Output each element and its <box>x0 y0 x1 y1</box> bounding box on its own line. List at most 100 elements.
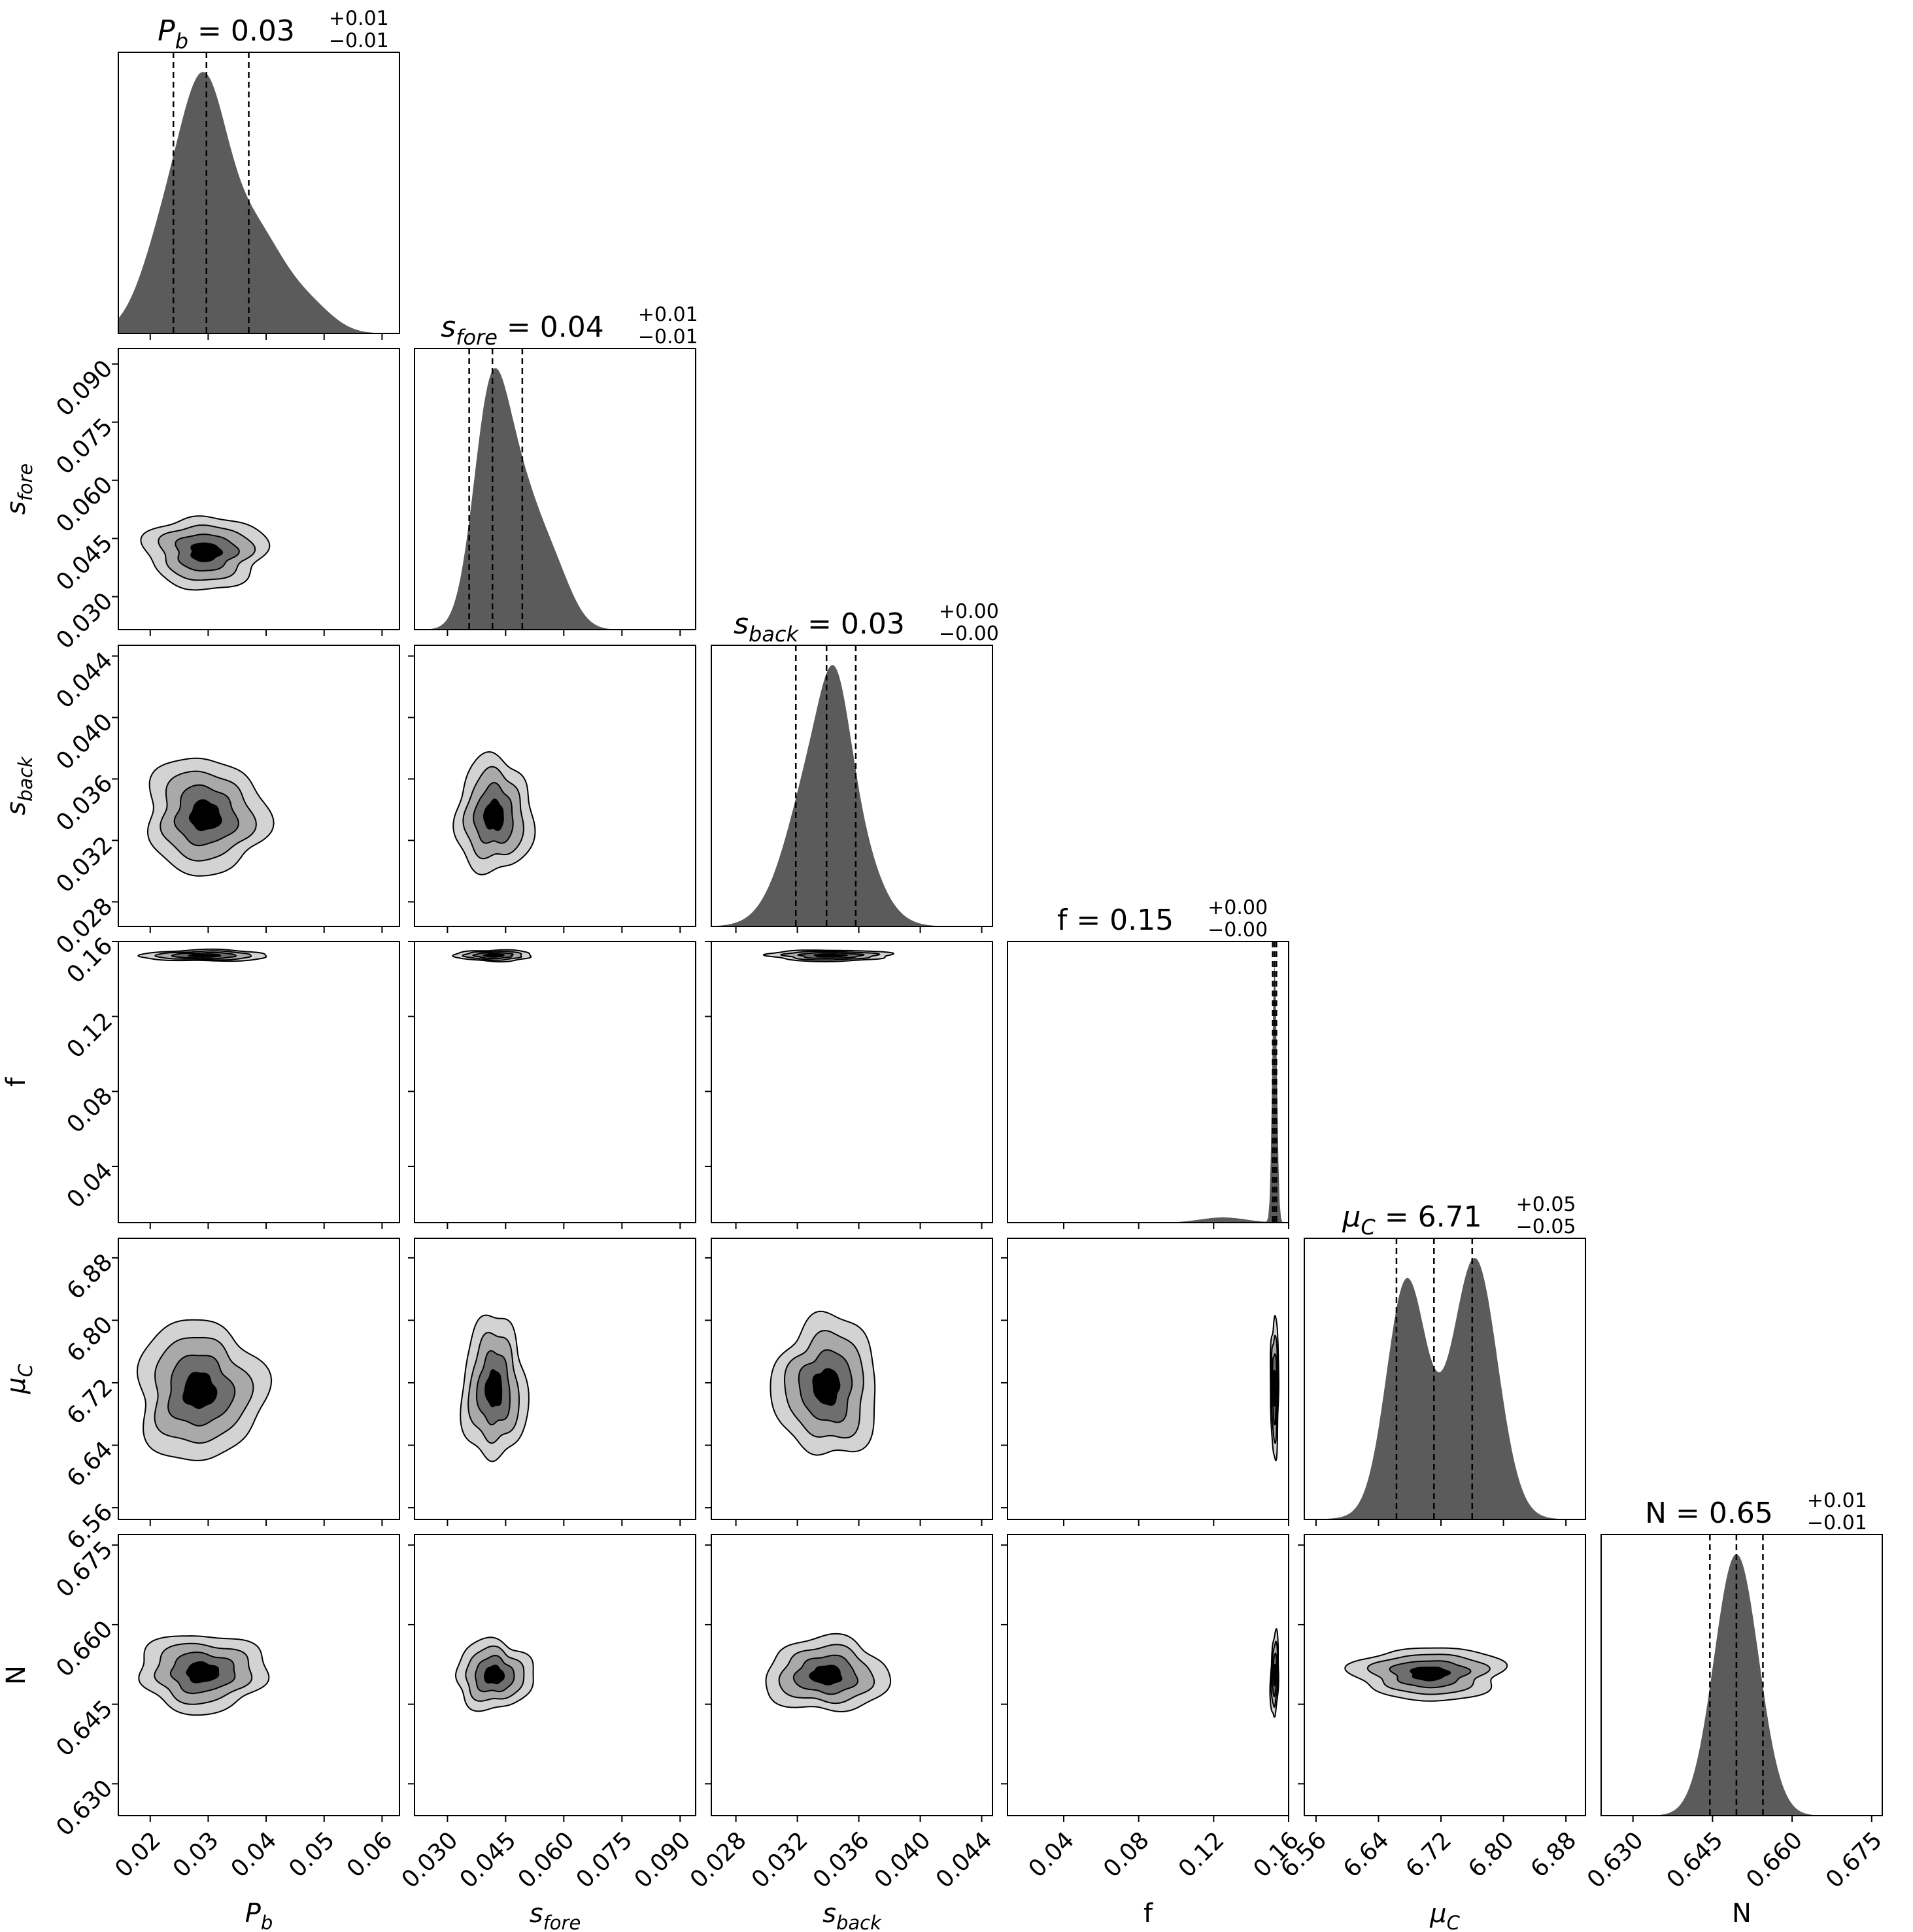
y-tick-label-N-1: 0.645 <box>51 1695 118 1762</box>
panel-title-sfore: sfore = 0.04 +0.01−0.01 <box>441 303 698 350</box>
y-tick-label-sback-1: 0.032 <box>51 832 118 898</box>
x-tick-label-Pb-2: 0.04 <box>226 1827 282 1883</box>
contour-muC-N <box>1344 1647 1508 1702</box>
x-tick-label-sback-1: 0.032 <box>747 1827 813 1893</box>
x-axis-label-sback: sback <box>822 1899 882 1932</box>
panel-frame-sback-sback <box>711 645 993 933</box>
panel-frame-N-muC: 6.56 6.64 6.72 6.80 6.88 <box>1276 1534 1586 1883</box>
marginal-sback <box>711 645 992 926</box>
title-minus-f: −0.00 <box>1208 919 1268 941</box>
y-tick-label-f-0: 0.04 <box>62 1157 118 1213</box>
x-tick-label-sback-3: 0.040 <box>870 1827 936 1893</box>
panel-title-N: N = 0.65 +0.01−0.01 <box>1645 1489 1867 1534</box>
svg-text:sback = 0.03: sback = 0.03 <box>734 607 905 647</box>
y-axis-label-f: f <box>1 1077 31 1087</box>
x-tick-label-sback-0: 0.028 <box>685 1827 752 1893</box>
x-tick-label-muC-3: 6.80 <box>1463 1827 1519 1883</box>
y-tick-label-sfore-0: 0.030 <box>51 588 118 654</box>
svg-text:μC = 6.71: μC = 6.71 <box>1342 1200 1481 1240</box>
y-tick-label-muC-1: 6.64 <box>62 1436 118 1493</box>
svg-text:sfore = 0.04: sfore = 0.04 <box>441 311 603 350</box>
panel-frame-muC-f <box>1001 1238 1289 1526</box>
contour-level-3 <box>812 1368 841 1406</box>
marginal-Pb <box>118 52 399 333</box>
contour-level-3 <box>484 1369 503 1408</box>
title-plus-f: +0.00 <box>1208 896 1268 919</box>
x-tick-label-N-1: 0.645 <box>1662 1827 1729 1893</box>
x-axis-label-f: f <box>1143 1899 1153 1929</box>
contour-sfore-sback <box>452 751 536 875</box>
x-tick-label-f-1: 0.08 <box>1098 1827 1155 1883</box>
contour-sfore-f <box>452 949 532 963</box>
contour-Pb-sfore <box>140 515 271 591</box>
title-minus-sfore: −0.01 <box>638 326 698 348</box>
svg-text:f = 0.15: f = 0.15 <box>1057 904 1174 937</box>
contour-sfore-muC <box>460 1314 530 1463</box>
x-tick-label-sfore-0: 0.030 <box>397 1827 464 1893</box>
contour-level-3 <box>186 1661 220 1684</box>
y-axis-label-N: N <box>1 1665 31 1685</box>
contour-Pb-muC <box>136 1319 273 1461</box>
x-tick-label-sfore-4: 0.090 <box>630 1827 696 1893</box>
y-tick-label-sback-2: 0.036 <box>51 770 118 837</box>
y-tick-label-f-2: 0.12 <box>62 1008 118 1064</box>
y-tick-label-f-1: 0.08 <box>62 1083 118 1139</box>
x-axis-label-sfore: sfore <box>530 1899 581 1932</box>
y-tick-label-sfore-2: 0.060 <box>51 471 118 538</box>
contour-Pb-sback <box>146 757 275 877</box>
y-axis-label-sfore: sfore <box>1 464 37 515</box>
x-tick-label-muC-1: 6.64 <box>1338 1827 1395 1883</box>
panel-title-muC: μC = 6.71 +0.05−0.05 <box>1342 1193 1576 1240</box>
x-axis-label-muC: μC <box>1429 1899 1460 1932</box>
marginal-N <box>1601 1534 1882 1816</box>
svg-text:N = 0.65: N = 0.65 <box>1645 1497 1773 1530</box>
title-minus-sback: −0.00 <box>939 622 999 645</box>
panel-frame-muC-sfore <box>408 1238 696 1526</box>
x-tick-label-sfore-1: 0.045 <box>455 1827 522 1893</box>
x-axis-label-Pb: Pb <box>245 1899 273 1932</box>
y-tick-label-sback-4: 0.044 <box>51 647 118 714</box>
panel-frame-Pb-Pb <box>118 52 400 340</box>
title-plus-sback: +0.00 <box>939 600 999 623</box>
contour-level-3 <box>809 1665 843 1686</box>
x-tick-label-Pb-4: 0.06 <box>342 1827 398 1883</box>
contour-level-3 <box>482 953 505 958</box>
contour-sback-f <box>762 949 895 962</box>
panel-frame-sback-sfore <box>408 645 696 933</box>
marginal-density-Pb <box>118 72 399 333</box>
marginal-sfore <box>415 348 696 630</box>
contour-level-3 <box>188 953 222 958</box>
contour-level-3 <box>1272 1663 1277 1687</box>
title-plus-sfore: +0.01 <box>638 303 698 326</box>
y-tick-label-muC-3: 6.80 <box>62 1312 118 1368</box>
x-tick-label-f-2: 0.12 <box>1174 1827 1230 1883</box>
panel-frame-f-sfore <box>408 941 696 1229</box>
y-tick-label-sfore-1: 0.045 <box>51 530 118 596</box>
marginal-density-N <box>1601 1554 1882 1816</box>
title-minus-muC: −0.05 <box>1516 1215 1576 1238</box>
y-axis-label-muC: μC <box>1 1363 37 1394</box>
x-tick-label-N-3: 0.675 <box>1821 1827 1888 1893</box>
marginal-density-f <box>1007 961 1289 1223</box>
contour-level-3 <box>190 542 224 562</box>
contour-level-3 <box>1272 1369 1277 1407</box>
y-tick-label-N-0: 0.630 <box>51 1775 118 1842</box>
x-tick-label-N-0: 0.630 <box>1582 1827 1649 1893</box>
contour-level-3 <box>813 953 848 958</box>
x-axis-label-N: N <box>1732 1899 1752 1929</box>
contour-level-3 <box>1410 1667 1451 1682</box>
panel-title-Pb: Pb = 0.03 +0.01−0.01 <box>158 7 389 54</box>
contour-sback-muC <box>770 1310 876 1456</box>
contour-f-N <box>1269 1628 1279 1718</box>
panel-frame-muC-sback <box>705 1238 993 1526</box>
panel-title-sback: sback = 0.03 +0.00−0.00 <box>734 600 999 647</box>
contour-sfore-N <box>454 1636 534 1712</box>
contour-sback-N <box>765 1633 892 1713</box>
panel-title-f: f = 0.15 +0.00−0.00 <box>1057 896 1268 941</box>
title-plus-Pb: +0.01 <box>329 7 389 30</box>
panel-frame-N-f: 0.04 0.08 0.12 0.16 <box>1001 1534 1304 1883</box>
panel-frame-f-sback <box>705 941 993 1229</box>
x-tick-label-sfore-2: 0.060 <box>513 1827 580 1893</box>
